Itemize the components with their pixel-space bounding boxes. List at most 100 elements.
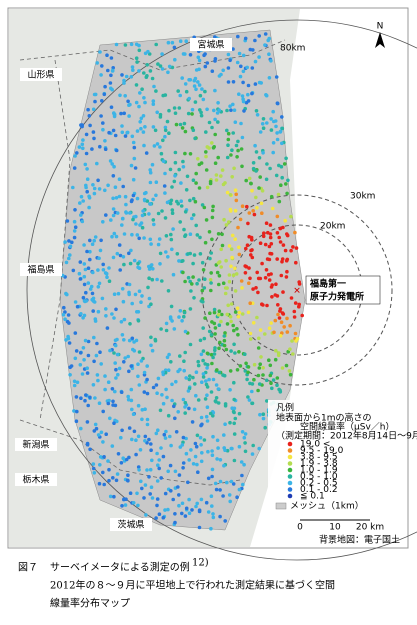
dot: [142, 71, 146, 75]
dot: [105, 53, 109, 57]
dot: [213, 59, 217, 63]
dot: [65, 292, 69, 297]
dot: [167, 108, 171, 113]
dot: [260, 261, 264, 266]
dot: [212, 145, 216, 149]
dot: [137, 289, 142, 294]
dot: [139, 221, 144, 225]
dot: [232, 406, 237, 411]
dot: [246, 365, 251, 369]
dot: [163, 191, 167, 195]
dot: [131, 217, 135, 222]
dot: [206, 449, 210, 454]
dot: [83, 338, 88, 343]
dot: [255, 270, 259, 275]
prefecture: 新潟県: [22, 439, 49, 451]
dot: [181, 52, 186, 56]
dot: [181, 165, 186, 169]
dot: [83, 267, 88, 272]
dot: [97, 401, 102, 406]
dot: [275, 294, 280, 298]
dot: [176, 369, 180, 374]
dot: [211, 377, 216, 382]
dot: [129, 42, 134, 47]
dot: [284, 156, 288, 161]
dot: [156, 463, 160, 468]
dot: [204, 130, 208, 134]
dot: [208, 256, 212, 261]
dot: [159, 151, 164, 156]
dot: [116, 372, 120, 377]
dot: [155, 391, 159, 396]
dot: [150, 76, 155, 81]
dot: [65, 219, 70, 223]
dot: [188, 307, 193, 311]
dot: [87, 114, 92, 118]
dot: [231, 323, 235, 328]
dot: [203, 240, 208, 245]
dot: [188, 374, 192, 378]
dot: [218, 340, 222, 345]
dot: [180, 501, 185, 506]
dot: [62, 305, 66, 310]
dot: [149, 242, 153, 246]
dot: [115, 419, 119, 424]
dot: [256, 346, 261, 350]
dot: [136, 434, 141, 439]
dot: [143, 100, 147, 105]
dot: [166, 254, 170, 259]
dot: [83, 162, 88, 167]
dot: [261, 366, 265, 370]
dot: [110, 162, 114, 166]
dot: [142, 143, 146, 148]
dot: [98, 144, 102, 149]
dot: [204, 218, 209, 222]
prefecture: 福島県: [27, 264, 54, 276]
dot: [190, 420, 195, 424]
dot: [232, 421, 236, 426]
dot: [229, 479, 234, 484]
dot: [209, 333, 214, 337]
dot: [234, 143, 239, 148]
dot: [170, 398, 174, 403]
dot: [210, 361, 214, 366]
dot: [274, 173, 279, 178]
dot: [229, 349, 233, 353]
dot: [160, 209, 164, 213]
dot: [149, 448, 153, 453]
dot: [101, 121, 105, 125]
dot: [198, 93, 203, 98]
dot: [131, 412, 136, 417]
dot: [135, 60, 139, 64]
dot: [235, 368, 240, 372]
dot: [169, 443, 173, 448]
dot: [70, 240, 74, 245]
dot: [219, 247, 223, 252]
dot: [160, 67, 165, 71]
dot: [119, 461, 124, 465]
dot: [126, 473, 130, 478]
dot: [149, 442, 153, 446]
dot: [190, 216, 194, 221]
dot: [137, 104, 141, 109]
dot: [135, 129, 140, 133]
dot: [147, 264, 151, 269]
dot: [237, 92, 241, 96]
dot: [73, 154, 77, 158]
dot: [73, 356, 78, 361]
dot: [149, 302, 153, 307]
dot: [236, 34, 240, 39]
dot: [82, 313, 87, 318]
plant-marker: ✕: [293, 287, 301, 297]
dot: [217, 370, 222, 375]
dot: [238, 364, 243, 368]
survey-mesh: [59, 29, 306, 531]
dot: [237, 252, 242, 257]
dot: [269, 117, 273, 121]
dot: [251, 321, 256, 325]
dot: [79, 194, 84, 199]
dot: [147, 276, 151, 281]
dot: [269, 242, 274, 246]
dot: [250, 255, 255, 260]
dot: [264, 221, 269, 225]
